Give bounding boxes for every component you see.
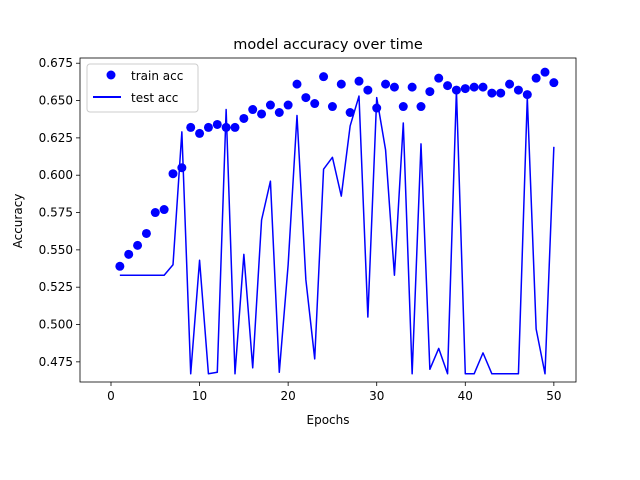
data-point-train-acc — [416, 102, 426, 112]
x-tick-label: 0 — [107, 389, 115, 403]
legend-label-train-acc: train acc — [131, 69, 183, 83]
data-point-train-acc — [195, 128, 205, 138]
x-axis-label: Epochs — [307, 413, 350, 427]
axes: 0 10 20 30 40 50 0.475 0.500 0.525 0.550 0.575 0.60… — [39, 56, 577, 403]
data-point-train-acc — [283, 100, 293, 110]
data-point-train-acc — [239, 113, 249, 123]
data-point-train-acc — [115, 261, 125, 271]
data-point-train-acc — [496, 88, 506, 98]
data-point-train-acc — [221, 122, 231, 132]
data-point-train-acc — [398, 102, 408, 112]
data-point-train-acc — [389, 82, 399, 92]
data-point-train-acc — [425, 87, 435, 97]
data-point-train-acc — [150, 208, 160, 218]
data-point-train-acc — [319, 72, 329, 82]
y-tick-label: 0.525 — [39, 280, 73, 294]
data-point-train-acc — [443, 81, 453, 91]
y-tick-label: 0.650 — [39, 94, 73, 108]
x-tick-label: 50 — [546, 389, 561, 403]
data-point-train-acc — [327, 102, 337, 112]
plot-area — [115, 67, 559, 375]
data-point-train-acc — [469, 82, 479, 92]
data-point-train-acc — [531, 73, 541, 83]
data-point-train-acc — [522, 90, 532, 100]
data-point-train-acc — [274, 108, 284, 117]
data-point-train-acc — [292, 79, 302, 89]
data-point-train-acc — [124, 249, 134, 259]
x-tick-label: 10 — [192, 389, 207, 403]
data-point-train-acc — [363, 85, 373, 95]
data-point-train-acc — [265, 100, 275, 110]
data-point-train-acc — [345, 108, 355, 117]
y-tick-label: 0.575 — [39, 206, 73, 220]
x-tick-label: 40 — [458, 389, 473, 403]
y-tick-label: 0.675 — [39, 56, 73, 70]
data-point-train-acc — [549, 78, 559, 88]
data-point-train-acc — [381, 79, 391, 89]
data-point-train-acc — [248, 105, 258, 115]
data-point-train-acc — [513, 85, 523, 95]
legend-label-test-acc: test acc — [131, 91, 178, 105]
y-axis-label: Accuracy — [11, 194, 25, 249]
y-tick-label: 0.625 — [39, 131, 73, 145]
data-point-train-acc — [478, 82, 488, 92]
data-point-train-acc — [141, 228, 151, 238]
data-point-train-acc — [230, 122, 240, 132]
data-point-train-acc — [168, 169, 178, 179]
data-point-train-acc — [336, 79, 346, 89]
data-point-train-acc — [487, 88, 497, 98]
data-point-train-acc — [460, 84, 470, 94]
data-point-train-acc — [407, 82, 417, 92]
data-point-train-acc — [434, 73, 444, 83]
chart-title: model accuracy over time — [233, 37, 423, 53]
data-point-train-acc — [212, 119, 222, 129]
y-tick-label: 0.550 — [39, 243, 73, 257]
plot-frame — [79, 57, 577, 383]
data-point-train-acc — [186, 122, 196, 132]
y-tick-label: 0.500 — [39, 318, 73, 332]
y-tick-label: 0.475 — [39, 355, 73, 369]
data-point-train-acc — [203, 122, 213, 132]
data-point-train-acc — [540, 67, 550, 77]
data-point-train-acc — [177, 163, 187, 173]
legend-marker-train-acc — [106, 70, 116, 80]
data-point-train-acc — [505, 79, 515, 89]
data-point-train-acc — [133, 240, 143, 250]
x-tick-label: 30 — [369, 389, 384, 403]
data-point-train-acc — [310, 99, 320, 109]
data-point-train-acc — [301, 93, 311, 103]
data-point-train-acc — [354, 76, 364, 86]
data-point-train-acc — [257, 109, 267, 119]
data-point-train-acc — [451, 85, 461, 95]
legend: train acc test acc — [86, 63, 199, 113]
series-line-test-acc — [119, 89, 555, 375]
y-tick-label: 0.600 — [39, 168, 73, 182]
x-tick-label: 20 — [281, 389, 296, 403]
data-point-train-acc — [159, 205, 169, 215]
data-point-train-acc — [372, 103, 382, 113]
